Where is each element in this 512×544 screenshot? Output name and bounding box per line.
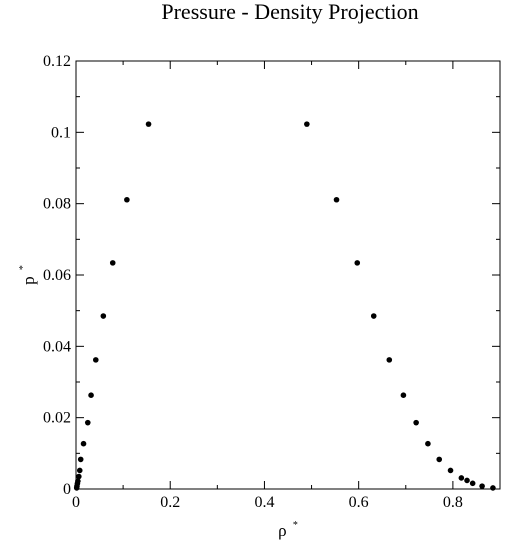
y-tick-label: 0.1 (51, 124, 71, 141)
data-point (436, 456, 443, 463)
x-axis-label-symbol: ρ (278, 521, 286, 540)
y-tick-label: 0.08 (43, 196, 71, 213)
data-point (92, 357, 99, 363)
data-point (458, 475, 465, 481)
data-point (76, 473, 82, 480)
data-point (370, 313, 377, 319)
data-point (304, 121, 310, 127)
data-point (77, 456, 84, 463)
x-axis-label: ρ * (278, 520, 298, 540)
y-axis-label-symbol: p (19, 276, 38, 285)
y-tick-label: 0 (63, 481, 71, 498)
data-point (84, 419, 91, 426)
x-tick-label: 0.6 (349, 494, 369, 511)
axis-tick-labels: 0 0.2 0.4 0.6 0.8 0 0.02 0.04 0.06 0.08 0.1 0.12 (43, 53, 463, 511)
data-point (469, 480, 476, 487)
y-tick-label: 0.06 (43, 267, 71, 284)
x-axis-label-superscript: * (293, 520, 298, 531)
data-point (413, 419, 419, 426)
data-point (145, 121, 152, 127)
x-tick-label: 0.8 (443, 494, 463, 511)
data-points (73, 121, 496, 491)
y-tick-label: 0.12 (43, 53, 71, 70)
data-point (386, 357, 393, 363)
data-point (80, 440, 87, 447)
data-point (400, 392, 407, 398)
y-tick-label: 0.02 (43, 410, 71, 427)
plot-area-frame (75, 60, 501, 490)
data-point (490, 485, 496, 491)
x-tick-label: 0 (72, 494, 80, 511)
axis-ticks (75, 60, 501, 490)
data-point (109, 260, 116, 266)
y-axis-label: p * (18, 265, 38, 285)
x-tick-label: 0.2 (160, 494, 180, 511)
data-point (76, 467, 83, 474)
x-tick-label: 0.4 (254, 494, 274, 511)
data-point (100, 313, 107, 319)
data-point (88, 392, 94, 398)
data-point (447, 467, 454, 474)
data-point (75, 478, 81, 484)
data-point (333, 196, 340, 203)
data-point (425, 440, 431, 447)
chart-title: Pressure - Density Projection (161, 0, 419, 24)
y-tick-label: 0.04 (43, 338, 71, 355)
y-axis-label-superscript: * (18, 265, 29, 270)
data-point (479, 483, 485, 489)
y-axis-label-group: p * (18, 265, 38, 285)
data-point (464, 477, 470, 484)
data-point (124, 196, 130, 203)
data-point (354, 260, 361, 266)
